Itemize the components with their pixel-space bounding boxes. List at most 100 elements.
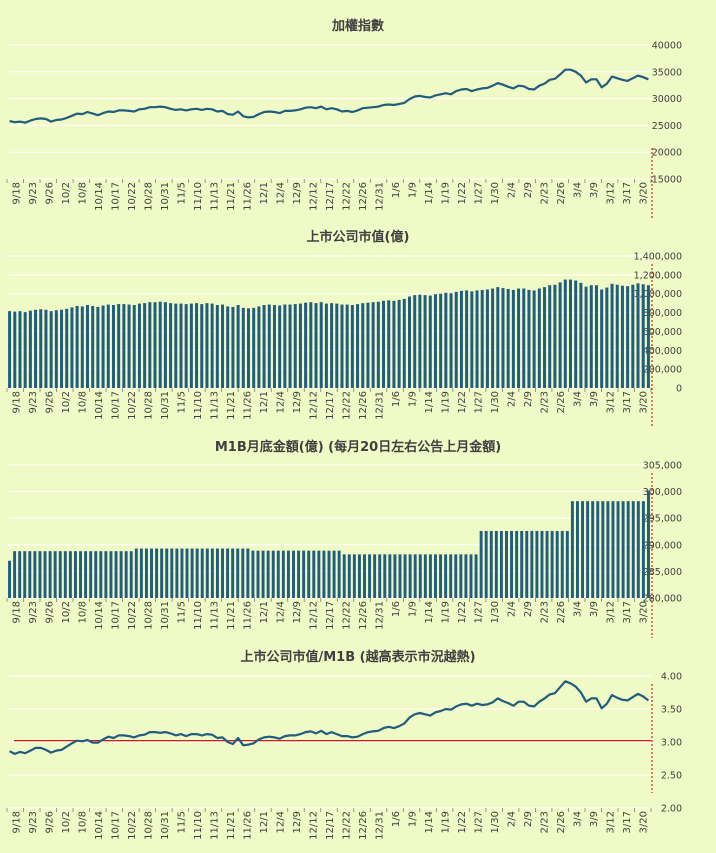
panel3-bar [155,548,159,598]
panel4-x-tick-label: 10/17 [110,811,121,840]
panel3-bar [337,550,341,598]
panel4-x-tick-label: 2/9 [523,811,534,827]
panel1-x-tick-label: 1/19 [441,182,452,204]
panel3-bar [332,550,336,598]
panel3-bar [84,551,88,598]
panel3-bar [621,501,625,598]
panel3-bar [28,551,32,598]
panel2-bar [127,304,131,388]
panel2-y-tick-label: 0 [676,384,682,395]
panel4-x-tick-label: 12/1 [259,811,270,833]
panel2-bar [122,304,126,388]
panel4-x-tick-label: 3/20 [639,811,650,833]
panel2-x-tick-label: 10/22 [127,391,138,420]
panel2-x-tick-label: 12/31 [375,391,386,420]
panel2-x-tick-label: 10/14 [94,391,105,420]
panel2-bar [179,303,183,388]
panel3-bar [560,530,564,598]
panel2-bar [537,288,541,388]
panel3-bar [327,550,331,598]
panel3-x-tick-label: 2/4 [507,601,518,617]
panel1-x-tick-label: 10/28 [143,182,154,211]
panel2-bar [532,290,536,388]
panel2-bar [392,300,396,388]
panel4-x-tick-label: 1/22 [457,811,468,833]
panel3-bar [494,530,498,598]
panel2-bar [543,287,547,388]
panel2-bar [641,284,645,388]
panel3-bar [104,551,108,598]
panel3-x-tick-label: 3/20 [639,601,650,623]
panel2-bar [309,302,313,388]
panel3-bar [368,554,372,598]
panel2-bar [626,286,630,388]
panel3-bar [398,554,402,598]
panel2-bar [111,305,115,388]
panel2-x-tick-label: 3/17 [622,391,633,413]
panel2-bar [584,286,588,388]
panel3-bar [357,554,361,598]
panel2-x-tick-label: 10/31 [160,391,171,420]
panel1-x-tick-label: 3/12 [606,182,617,204]
panel2-x-tick-label: 9/23 [28,391,39,413]
panel3-bar [38,551,42,598]
panel2-bar [527,289,531,388]
panel2-bar [646,285,650,388]
panel3-bar [444,554,448,598]
panel2-y-tick-label: 1,000,000 [634,289,682,300]
panel3-bar [215,548,219,598]
panel2-bar [631,284,635,388]
panel1-x-tick-label: 2/4 [507,182,518,198]
panel2-bar [485,289,489,388]
panel3-x-tick-label: 12/1 [259,601,270,623]
panel3-bar [586,501,590,598]
panel3-bar [484,530,488,598]
panel3-bar [144,548,148,598]
panel2-bar [330,303,334,388]
panel3-bar [190,548,194,598]
panel2-bar [517,288,521,388]
panel2-bar [148,302,152,388]
panel3-bar [286,550,290,598]
panel3-bar [459,554,463,598]
panel2-y-tick-label: 600,000 [643,327,682,338]
panel3-y-tick-label: 295,000 [643,514,682,525]
panel1-series-line [9,68,649,124]
panel3-bar [266,550,270,598]
panel3-bar [297,550,301,598]
panel1-x-tick-label: 11/10 [193,182,204,211]
panel2-bar [195,303,199,388]
panel3-x-tick-label: 10/14 [94,601,105,630]
panel4-x-tick-label: 3/17 [622,811,633,833]
panel3-bar [591,501,595,598]
panel2-bar [241,307,245,388]
panel3-x-tick-label: 1/27 [474,601,485,623]
panel4-x-tick-label: 9/26 [44,811,55,833]
panel2-bar [231,306,235,388]
panel3-bar [210,548,214,598]
panel2-bar [449,293,453,388]
panel2-bar [215,305,219,388]
panel2-bar [366,302,370,388]
panel3-y-tick-label: 305,000 [643,461,682,472]
panel3-x-tick-label: 11/5 [176,601,187,623]
panel3-y-tick-label: 300,000 [643,487,682,498]
panel3-bar [515,530,519,598]
panel2-x-tick-label: 11/21 [226,391,237,420]
panel3-bar [474,554,478,598]
panel2-bar [579,282,583,388]
panel1-x-tick-label: 12/17 [325,182,336,211]
panel1-x-tick-label: 10/2 [61,182,72,204]
panel2-x-tick-label: 1/27 [474,391,485,413]
panel4-x-tick-label: 12/31 [375,811,386,840]
panel4-x-tick-label: 2/26 [556,811,567,833]
panel2-bar [345,304,349,388]
panel3-bar [479,530,483,598]
panel1-x-tick-label: 12/12 [308,182,319,211]
panel4-x-tick-label: 3/12 [606,811,617,833]
panel3-x-tick-label: 2/23 [540,601,551,623]
panel3-bar [454,554,458,598]
panel4-x-tick-label: 2/4 [507,811,518,827]
panel3-y-tick-label: 280,000 [643,594,682,605]
